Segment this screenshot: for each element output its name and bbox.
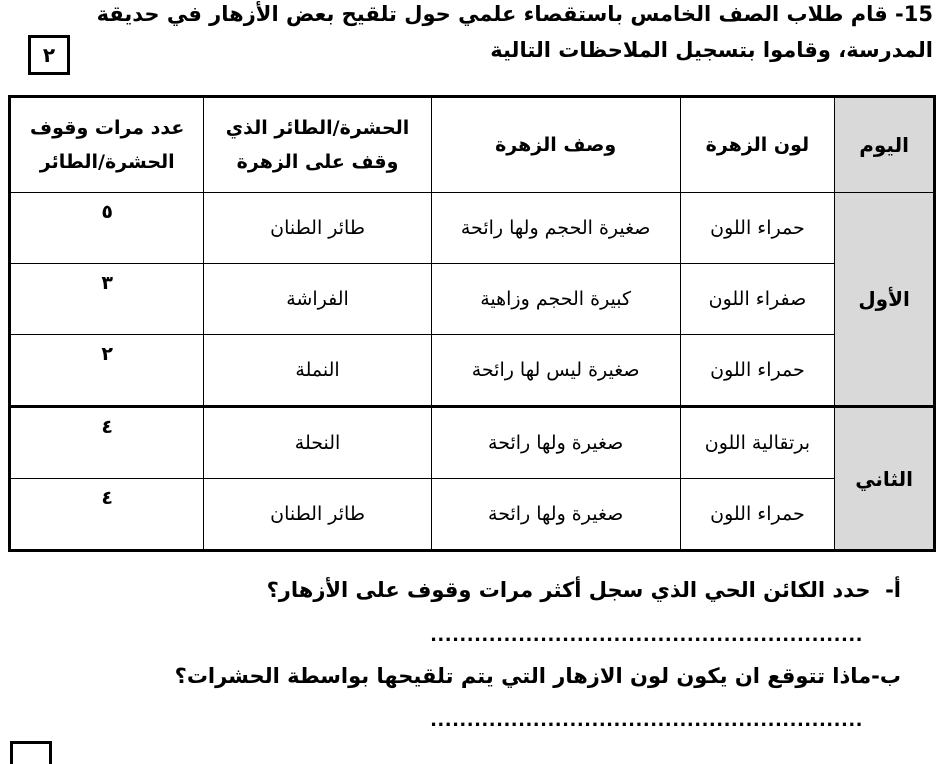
sub-label: أ- (885, 578, 901, 602)
cell: حمراء اللون (679, 192, 836, 264)
cell: طائر الطنان (203, 478, 432, 551)
question-text: قام طلاب الصف الخامس باستقصاء علمي حول ت… (96, 2, 888, 26)
row: حمراء اللون صغيرة ليس لها رائحة النملة ٢ (8, 334, 935, 407)
row: الأول حمراء اللون صغيرة الحجم ولها رائحة… (8, 192, 935, 407)
sub-question: أ- حدد الكائن الحي الذي سجل أكثر مرات وق… (267, 578, 901, 602)
cell: صغيرة الحجم ولها رائحة (430, 192, 681, 264)
day-cell: الثاني (834, 405, 935, 551)
day-cell: الأول (834, 192, 935, 407)
sub-question: ب-ماذا تتوقع ان يكون لون الازهار التي يت… (175, 664, 901, 688)
cell: طائر الطنان (203, 192, 432, 264)
mark-box: ٢ (28, 35, 70, 75)
header-cell: وصف الزهرة (430, 96, 681, 193)
cell: ٣ (8, 263, 205, 335)
cell: برتقالية اللون (679, 405, 836, 479)
row: الثاني برتقالية اللون صغيرة ولها رائحة ا… (8, 405, 935, 551)
observation-table: اليوم لون الزهرة وصف الزهرة الحشرة/الطائ… (8, 95, 936, 552)
sub-text: ماذا تتوقع ان يكون لون الازهار التي يتم … (174, 664, 872, 688)
sub-text: حدد الكائن الحي الذي سجل أكثر مرات وقوف … (266, 578, 871, 602)
cell: صغيرة ولها رائحة (430, 405, 681, 479)
cell: الفراشة (203, 263, 432, 335)
header-cell: لون الزهرة (679, 96, 836, 193)
header-cell: عدد مرات وقوف الحشرة/الطائر (8, 96, 205, 193)
cell: حمراء اللون (679, 478, 836, 551)
sub-label: ب- (871, 664, 901, 688)
cell: ٤ (8, 478, 205, 551)
cell: صغيرة ليس لها رائحة (430, 334, 681, 407)
question-number: 15- (895, 2, 933, 26)
question-line: المدرسة، وقاموا بتسجيل الملاحظات التالية (490, 38, 933, 62)
header-cell: اليوم (834, 96, 935, 193)
header-cell: الحشرة/الطائر الذي وقف على الزهرة (203, 96, 432, 193)
header-row: اليوم لون الزهرة وصف الزهرة الحشرة/الطائ… (8, 96, 935, 193)
cell: كبيرة الحجم وزاهية (430, 263, 681, 335)
cell: ٤ (8, 405, 205, 479)
cell: النملة (203, 334, 432, 407)
answer-line: ........................................… (430, 625, 863, 646)
row: حمراء اللون صغيرة ولها رائحة طائر الطنان… (8, 478, 935, 551)
cell: النحلة (203, 405, 432, 479)
cell: حمراء اللون (679, 334, 836, 407)
cell: ٥ (8, 192, 205, 264)
cell: صفراء اللون (679, 263, 836, 335)
row: صفراء اللون كبيرة الحجم وزاهية الفراشة ٣ (8, 263, 935, 335)
cell: صغيرة ولها رائحة (430, 478, 681, 551)
cell: ٢ (8, 334, 205, 407)
question-line: 15- قام طلاب الصف الخامس باستقصاء علمي ح… (97, 2, 933, 26)
answer-line: ........................................… (430, 710, 863, 731)
